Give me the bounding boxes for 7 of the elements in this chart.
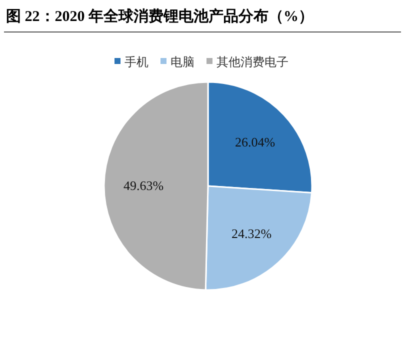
legend-label: 电脑	[170, 55, 194, 70]
data-label: 26.04%	[235, 134, 276, 150]
data-label: 24.32%	[231, 226, 272, 242]
legend-label: 其他消费电子	[216, 55, 288, 70]
chart-title: 图 22：2020 年全球消费锂电池产品分布（%）	[6, 8, 314, 25]
legend-label: 手机	[124, 55, 148, 70]
data-label: 49.63%	[123, 178, 164, 193]
